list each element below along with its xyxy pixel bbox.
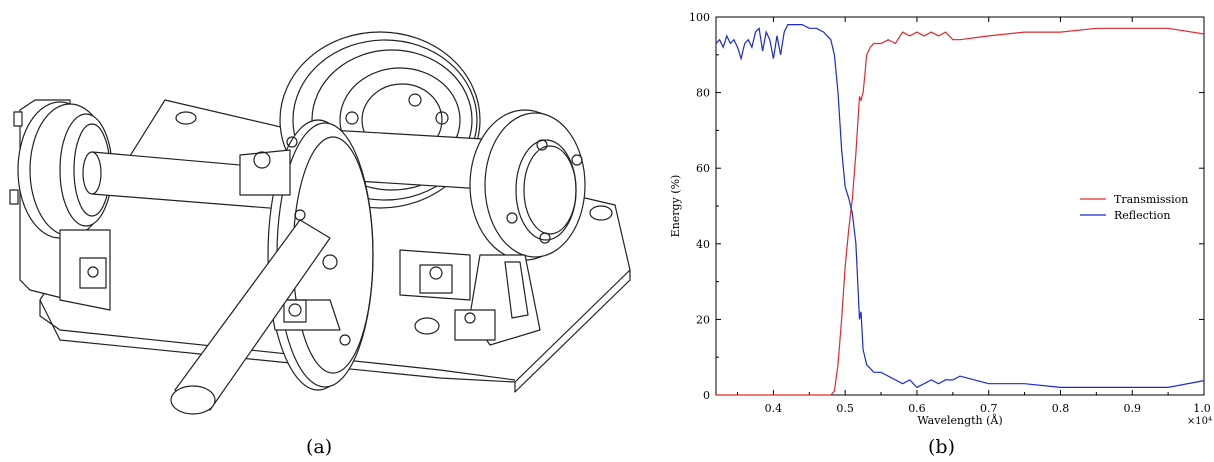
caption-b: (b) bbox=[928, 436, 955, 458]
series-line-reflection bbox=[715, 24, 1205, 389]
y-tick-label: 100 bbox=[689, 11, 710, 24]
y-tick-label: 60 bbox=[696, 162, 710, 175]
x-tick-label: 0.4 bbox=[765, 402, 783, 415]
x-axis-label: Wavelength (Å) bbox=[917, 413, 1002, 427]
energy-chart: 0.4 0.5 0.6 0.7 0.8 0.9 1.0 0 20 40 60 80 100 Wavelen… bbox=[669, 11, 1212, 427]
front-rod bbox=[170, 219, 331, 415]
x-tick-label: 0.5 bbox=[836, 402, 854, 415]
plot-frame bbox=[715, 16, 1205, 396]
legend-label-transmission: Transmission bbox=[1114, 193, 1188, 206]
y-tick-label: 0 bbox=[703, 389, 710, 402]
left-lens-mount bbox=[9, 99, 113, 311]
mechanical-drawing bbox=[9, 31, 631, 415]
y-tick-label: 80 bbox=[696, 87, 710, 100]
x-axis-multiplier: ×10⁴ bbox=[1187, 416, 1212, 427]
caption-a: (a) bbox=[306, 436, 333, 458]
x-tick-label: 0.8 bbox=[1052, 402, 1070, 415]
x-tick-label: 0.9 bbox=[1123, 402, 1141, 415]
y-tick-label: 40 bbox=[696, 238, 710, 251]
legend-label-reflection: Reflection bbox=[1114, 209, 1170, 222]
series-line-transmission bbox=[716, 27, 1205, 396]
x-tick-label: 1.0 bbox=[1193, 402, 1211, 415]
y-axis-label: Energy (%) bbox=[669, 175, 682, 238]
x-tick-label: 0.7 bbox=[980, 402, 998, 415]
y-tick-label: 20 bbox=[696, 313, 710, 326]
x-tick-label: 0.6 bbox=[908, 402, 926, 415]
right-lens-mount bbox=[454, 109, 586, 346]
